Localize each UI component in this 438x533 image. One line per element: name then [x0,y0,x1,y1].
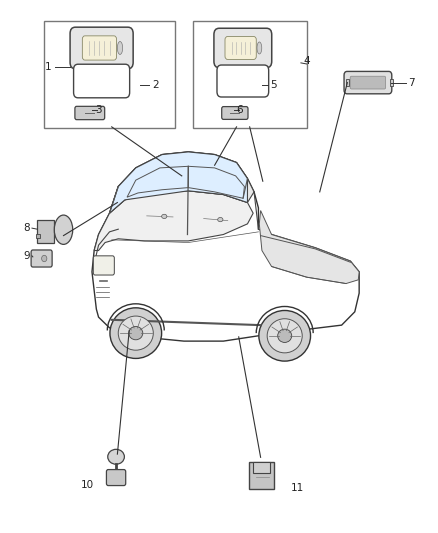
FancyBboxPatch shape [217,65,268,97]
Polygon shape [110,152,254,213]
Text: 6: 6 [237,106,244,115]
Ellipse shape [218,217,223,222]
Bar [37,220,54,243]
Text: 9: 9 [23,251,30,261]
FancyBboxPatch shape [75,106,105,119]
Bar [390,79,392,86]
Ellipse shape [42,255,47,262]
Text: 3: 3 [95,106,102,115]
Polygon shape [92,152,359,341]
Bar [253,462,270,473]
Text: 4: 4 [303,56,310,66]
Polygon shape [127,166,188,197]
Bar [44,21,175,128]
Ellipse shape [54,215,73,245]
FancyBboxPatch shape [106,470,126,486]
Text: 7: 7 [408,78,415,87]
FancyBboxPatch shape [344,71,392,94]
FancyBboxPatch shape [74,64,130,98]
Ellipse shape [108,449,124,464]
Ellipse shape [129,326,143,340]
Ellipse shape [267,319,302,353]
FancyBboxPatch shape [70,27,133,69]
Bar [36,234,40,238]
FancyBboxPatch shape [31,250,52,267]
Ellipse shape [110,308,162,358]
Ellipse shape [259,310,311,361]
FancyBboxPatch shape [222,107,248,119]
Bar [193,21,307,128]
Ellipse shape [118,316,153,350]
Text: 2: 2 [152,80,159,90]
FancyBboxPatch shape [225,36,256,59]
Bar [249,462,274,489]
FancyBboxPatch shape [93,256,114,275]
Bar [346,79,349,86]
Ellipse shape [117,42,123,54]
FancyBboxPatch shape [82,36,117,60]
Text: 8: 8 [23,223,30,233]
Polygon shape [188,166,244,198]
FancyBboxPatch shape [350,76,385,89]
Ellipse shape [162,214,167,219]
Polygon shape [94,191,253,251]
Text: 11: 11 [291,483,304,492]
Text: 5: 5 [270,80,277,90]
Ellipse shape [278,329,292,342]
Ellipse shape [257,42,262,54]
Polygon shape [110,152,247,213]
Text: 1: 1 [45,62,52,71]
Polygon shape [259,211,359,284]
Text: 10: 10 [81,480,94,490]
FancyBboxPatch shape [214,28,272,68]
